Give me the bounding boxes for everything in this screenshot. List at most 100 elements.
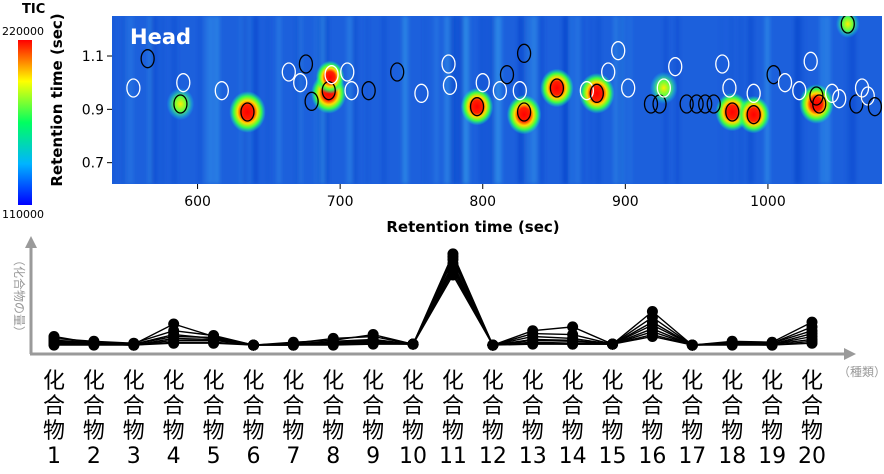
heatmap-streak xyxy=(155,16,158,184)
category-label-char: 物 xyxy=(123,419,145,444)
peak-circle-black xyxy=(240,102,255,122)
peak-circle-white xyxy=(746,83,761,103)
category-label-char: 合 xyxy=(442,394,464,419)
colorbar-min-label: 110000 xyxy=(2,208,44,221)
colorbar-bar xyxy=(18,40,32,205)
line-series xyxy=(54,273,813,346)
category-label-char: 合 xyxy=(562,394,584,419)
panel-label: Head xyxy=(130,25,191,49)
heatmap-streak xyxy=(451,16,453,184)
heatmap-streak xyxy=(847,16,850,184)
heatmap-spot xyxy=(579,73,615,114)
peak-circle-white xyxy=(832,89,847,109)
heatmap-x-label: Retention time (sec) xyxy=(386,218,559,236)
heatmap-spot xyxy=(799,84,834,124)
category-label-char: 化 xyxy=(562,369,584,394)
category-label-char: 物 xyxy=(362,419,384,444)
heatmap-streak xyxy=(434,16,439,184)
line-point xyxy=(407,338,419,350)
peak-circle-black xyxy=(516,43,532,63)
heatmap-streak xyxy=(295,16,301,184)
colorbar-max-label: 220000 xyxy=(2,25,44,38)
peak-circle-black xyxy=(589,83,604,103)
category-label-char: 合 xyxy=(242,394,264,419)
line-point xyxy=(487,339,499,351)
peak-circle-black xyxy=(679,94,694,114)
category-label-char: 物 xyxy=(282,419,304,444)
heatmap-spot xyxy=(166,87,195,121)
heatmap-streak xyxy=(765,16,770,184)
heatmap-streak xyxy=(850,16,854,184)
heatmap-x-tick-label: 700 xyxy=(327,194,354,210)
line-point xyxy=(247,339,259,351)
line-points-group xyxy=(48,248,818,351)
peak-circle-black xyxy=(689,94,704,114)
heatmap-streak xyxy=(570,16,573,184)
line-chart-panel: （化合物の量） （種類） 化合物1化合物2化合物3化合物4化合物5化合物6化合物… xyxy=(12,236,884,469)
category-label-char: 化 xyxy=(641,369,663,394)
category-label-char: 6 xyxy=(246,444,260,469)
category-label-char: 化 xyxy=(362,369,384,394)
category-label-char: 11 xyxy=(439,444,467,469)
peak-circle-black xyxy=(304,91,319,111)
category-label-char: 14 xyxy=(559,444,587,469)
peak-circle-white xyxy=(715,54,730,74)
peak-circle-white xyxy=(512,81,527,101)
peak-circle-black xyxy=(849,94,864,114)
category-label-char: 物 xyxy=(522,419,544,444)
category-label-char: 物 xyxy=(442,419,464,444)
category-label-char: 化 xyxy=(442,369,464,394)
heatmap-streak xyxy=(614,16,617,184)
peak-circle-black xyxy=(867,97,882,117)
line-series-group xyxy=(53,252,813,346)
category-label-char: 16 xyxy=(638,444,666,469)
line-point xyxy=(527,338,539,350)
category-label-char: 4 xyxy=(167,444,181,469)
peak-circle-black xyxy=(173,94,188,114)
heatmap-x-tick-label: 600 xyxy=(184,194,211,210)
heatmap-y-tick-label: 0.7 xyxy=(82,156,104,172)
category-label-char: 化 xyxy=(242,369,264,394)
category-label-char: 12 xyxy=(479,444,507,469)
category-label-char: 化 xyxy=(402,369,424,394)
heatmap-streak xyxy=(495,16,499,184)
heatmap-spot xyxy=(460,87,494,126)
heatmap-streak xyxy=(540,16,544,184)
peak-circle-white xyxy=(860,86,875,106)
category-label-char: 15 xyxy=(599,444,627,469)
category-label-char: 化 xyxy=(522,369,544,394)
category-label-char: 化 xyxy=(681,369,703,394)
line-point xyxy=(447,269,459,281)
heatmap-streak xyxy=(423,16,426,184)
peak-circle-black xyxy=(390,62,405,82)
line-point xyxy=(567,321,579,333)
category-label-char: 化 xyxy=(482,369,504,394)
category-label-char: 物 xyxy=(482,419,504,444)
heatmap-spot xyxy=(229,91,266,133)
heatmap-streak xyxy=(161,16,164,184)
category-label-char: 化 xyxy=(43,369,65,394)
line-point xyxy=(686,339,698,351)
peak-circle-white xyxy=(414,83,429,103)
category-label-char: 物 xyxy=(602,419,624,444)
peak-circle-black xyxy=(516,102,532,122)
heatmap-streak xyxy=(618,16,620,184)
line-point xyxy=(646,330,658,342)
category-label-char: 13 xyxy=(519,444,547,469)
line-point xyxy=(567,338,579,350)
heatmap-streak xyxy=(209,16,214,184)
heatmap-streak xyxy=(621,16,625,184)
heatmap-streak xyxy=(795,16,799,184)
heatmap-streak xyxy=(126,16,130,184)
line-point xyxy=(287,339,299,351)
category-label-char: 7 xyxy=(286,444,300,469)
category-label-char: 10 xyxy=(399,444,427,469)
